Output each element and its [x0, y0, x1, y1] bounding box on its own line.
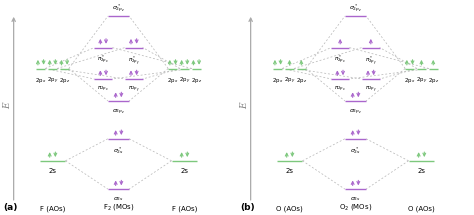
Text: 2p$_y$: 2p$_y$	[284, 76, 295, 86]
Text: F (AOs): F (AOs)	[40, 206, 65, 212]
Text: $\sigma^*_{2s}$: $\sigma^*_{2s}$	[350, 145, 361, 156]
Text: E: E	[240, 102, 249, 109]
Text: $\pi_{2p_x}$: $\pi_{2p_x}$	[97, 85, 109, 94]
Text: 2s: 2s	[181, 168, 189, 174]
Text: F$_2$ (MOs): F$_2$ (MOs)	[103, 202, 134, 212]
Text: $\sigma^*_{2s}$: $\sigma^*_{2s}$	[113, 145, 124, 156]
Text: $\sigma_{2p_z}$: $\sigma_{2p_z}$	[349, 107, 362, 117]
Text: $\pi^*_{2p_x}$: $\pi^*_{2p_x}$	[334, 54, 346, 66]
Text: $\pi_{2p_y}$: $\pi_{2p_y}$	[365, 85, 377, 95]
Text: E: E	[3, 102, 12, 109]
Text: 2p$_y$: 2p$_y$	[47, 76, 58, 86]
Text: $\sigma_{2p_z}$: $\sigma_{2p_z}$	[112, 107, 125, 117]
Text: $\sigma^*_{2p_z}$: $\sigma^*_{2p_z}$	[112, 3, 125, 15]
Text: 2p$_x$: 2p$_x$	[404, 76, 415, 85]
Text: $\pi^*_{2p_x}$: $\pi^*_{2p_x}$	[97, 54, 109, 66]
Text: $\sigma_{2s}$: $\sigma_{2s}$	[350, 195, 361, 203]
Text: O (AOs): O (AOs)	[276, 206, 303, 212]
Text: 2s: 2s	[285, 168, 293, 174]
Text: $\sigma^*_{2p_z}$: $\sigma^*_{2p_z}$	[349, 3, 362, 15]
Text: $\pi_{2p_y}$: $\pi_{2p_y}$	[128, 85, 140, 95]
Text: $\pi^*_{2p_y}$: $\pi^*_{2p_y}$	[365, 54, 377, 67]
Text: $\pi_{2p_x}$: $\pi_{2p_x}$	[334, 85, 346, 94]
Text: (a): (a)	[3, 203, 18, 212]
Text: $\pi^*_{2p_y}$: $\pi^*_{2p_y}$	[128, 54, 140, 67]
Text: 2s: 2s	[418, 168, 426, 174]
Text: F (AOs): F (AOs)	[172, 206, 197, 212]
Text: $\sigma_{2s}$: $\sigma_{2s}$	[113, 195, 124, 203]
Text: O$_2$ (MOs): O$_2$ (MOs)	[339, 202, 372, 212]
Text: 2p$_x$: 2p$_x$	[35, 76, 46, 85]
Text: 2p$_z$: 2p$_z$	[428, 76, 439, 85]
Text: 2p$_y$: 2p$_y$	[416, 76, 427, 86]
Text: 2p$_z$: 2p$_z$	[191, 76, 202, 85]
Text: O (AOs): O (AOs)	[408, 206, 435, 212]
Text: 2s: 2s	[48, 168, 56, 174]
Text: 2p$_y$: 2p$_y$	[179, 76, 190, 86]
Text: 2p$_z$: 2p$_z$	[59, 76, 70, 85]
Text: 2p$_x$: 2p$_x$	[272, 76, 283, 85]
Text: 2p$_x$: 2p$_x$	[167, 76, 178, 85]
Text: 2p$_z$: 2p$_z$	[296, 76, 307, 85]
Text: (b): (b)	[240, 203, 255, 212]
